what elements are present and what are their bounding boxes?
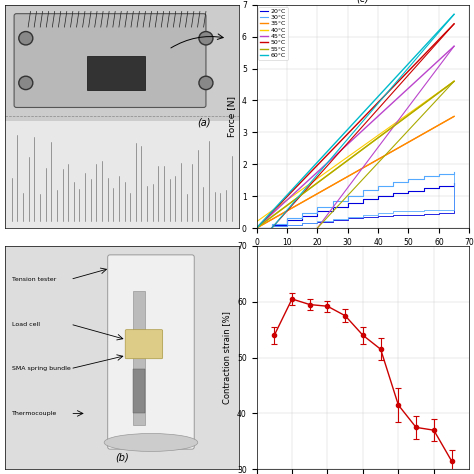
30°C	[269, 225, 274, 231]
20°C	[345, 204, 351, 210]
Bar	[5, 121, 239, 228]
30°C	[360, 188, 366, 193]
20°C	[269, 222, 274, 228]
30°C	[451, 171, 457, 177]
30°C	[436, 173, 442, 179]
20°C	[284, 217, 290, 223]
20°C	[375, 197, 381, 202]
30°C	[269, 221, 274, 227]
30°C	[284, 216, 290, 221]
30°C	[345, 198, 351, 204]
20°C	[391, 190, 396, 196]
Text: (a): (a)	[197, 118, 210, 128]
30°C	[406, 176, 411, 182]
20°C	[391, 193, 396, 199]
30°C	[284, 221, 290, 227]
30°C	[375, 183, 381, 189]
Legend: 20°C, 30°C, 35°C, 40°C, 45°C, 50°C, 55°C, 60°C: 20°C, 30°C, 35°C, 40°C, 45°C, 50°C, 55°C…	[258, 7, 288, 60]
Text: (b): (b)	[115, 453, 128, 463]
Bar	[87, 56, 145, 90]
30°C	[421, 176, 427, 182]
20°C	[421, 189, 427, 194]
20°C	[269, 225, 274, 231]
30°C	[421, 173, 427, 179]
20°C	[330, 204, 336, 210]
20°C	[406, 189, 411, 194]
Line: 30°C: 30°C	[256, 172, 454, 228]
20°C	[299, 217, 305, 223]
Line: 20°C: 20°C	[256, 183, 454, 228]
Circle shape	[199, 76, 213, 90]
30°C	[314, 204, 320, 210]
FancyBboxPatch shape	[125, 330, 163, 359]
20°C	[360, 201, 366, 206]
Text: SMA spring bundle: SMA spring bundle	[12, 366, 71, 371]
20°C	[436, 183, 442, 189]
Y-axis label: Force [N]: Force [N]	[228, 96, 237, 137]
20°C	[314, 213, 320, 219]
30°C	[391, 183, 396, 189]
Text: Load cell: Load cell	[12, 321, 40, 327]
30°C	[375, 188, 381, 193]
Text: Thermocouple: Thermocouple	[12, 411, 57, 416]
30°C	[406, 179, 411, 185]
30°C	[345, 193, 351, 199]
20°C	[406, 190, 411, 196]
Circle shape	[19, 32, 33, 45]
30°C	[436, 171, 442, 177]
30°C	[391, 179, 396, 185]
30°C	[299, 216, 305, 221]
FancyBboxPatch shape	[108, 255, 194, 449]
Bar	[133, 369, 145, 413]
20°C	[421, 185, 427, 191]
Title: (c): (c)	[356, 0, 369, 4]
20°C	[451, 181, 457, 186]
X-axis label: Displacement [mm]: Displacement [mm]	[313, 252, 413, 261]
Text: Tension tester: Tension tester	[12, 277, 56, 282]
20°C	[330, 209, 336, 214]
20°C	[254, 225, 259, 231]
20°C	[284, 222, 290, 228]
30°C	[299, 210, 305, 216]
Circle shape	[199, 32, 213, 45]
Circle shape	[19, 76, 33, 90]
20°C	[360, 197, 366, 202]
30°C	[330, 204, 336, 210]
30°C	[360, 193, 366, 199]
30°C	[254, 225, 259, 231]
30°C	[451, 169, 457, 175]
Bar	[133, 291, 145, 425]
20°C	[375, 193, 381, 199]
20°C	[345, 201, 351, 206]
20°C	[436, 185, 442, 191]
20°C	[314, 209, 320, 214]
Ellipse shape	[104, 434, 198, 451]
FancyBboxPatch shape	[14, 14, 206, 108]
Y-axis label: Contraction strain [%]: Contraction strain [%]	[222, 311, 231, 404]
20°C	[451, 183, 457, 189]
30°C	[314, 210, 320, 216]
30°C	[330, 198, 336, 204]
20°C	[299, 213, 305, 219]
